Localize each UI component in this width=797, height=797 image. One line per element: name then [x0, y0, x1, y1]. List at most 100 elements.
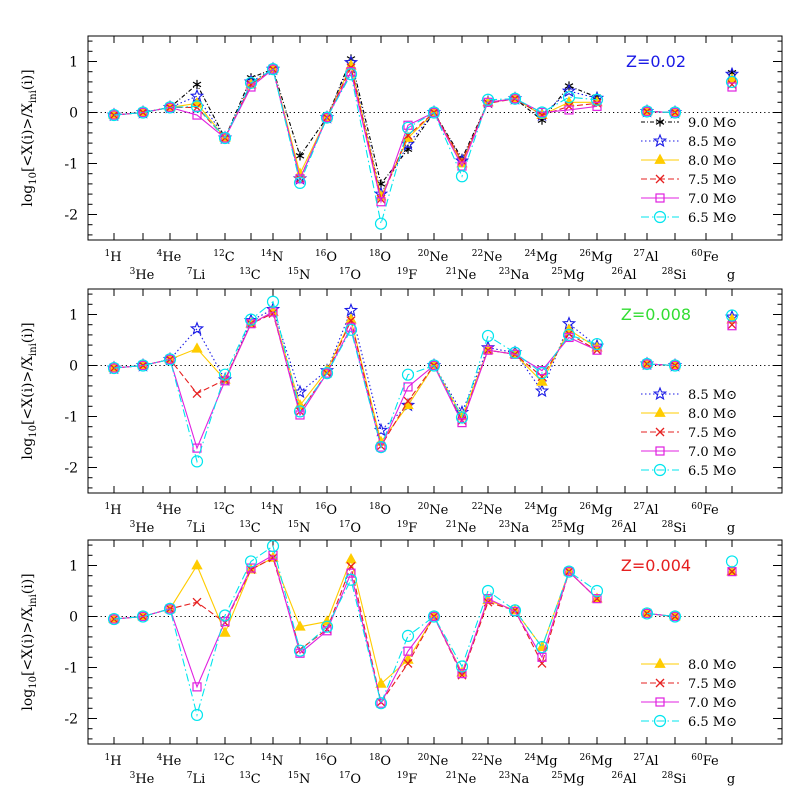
isotope-element: H: [110, 250, 121, 265]
data-point: [107, 612, 121, 626]
isotope-element: N: [272, 754, 283, 769]
isotope-element: O: [326, 250, 337, 265]
data-point: [244, 313, 258, 326]
data-point: [403, 658, 413, 668]
y-axis-label-part: ini: [28, 90, 39, 103]
isotope-mass: 27: [634, 753, 646, 763]
data-point: [564, 332, 574, 343]
isotope-element: N: [299, 772, 310, 787]
data-point: [509, 604, 521, 615]
legend-entry: 7.5 M⊙: [641, 426, 737, 441]
series-line: [646, 612, 676, 618]
isotope-mass: 21: [446, 267, 457, 277]
isotope-element: Ne: [457, 521, 476, 536]
isotope-label: 27Al: [634, 502, 659, 518]
data-point: [192, 682, 202, 692]
legend-label: 8.5 M⊙: [688, 135, 737, 150]
y-axis-label-part: ini: [28, 594, 39, 607]
legend-entry: 7.5 M⊙: [641, 173, 737, 188]
data-point: [590, 337, 604, 351]
panel-title: Z=0.008: [621, 305, 691, 324]
legend-entry: 8.5 M⊙: [641, 133, 737, 150]
isotope-mass: 24: [524, 753, 536, 763]
isotope-label: g: [727, 268, 735, 283]
data-point: [190, 100, 204, 113]
legend-entry: 8.5 M⊙: [641, 386, 737, 403]
isotope-element: Li: [192, 521, 205, 536]
isotope-mass: 19: [397, 771, 409, 781]
data-point: [165, 354, 175, 364]
isotope-label: 23Na: [499, 520, 530, 536]
isotope-label: 19F: [397, 771, 417, 787]
series-6.5-msun: [107, 540, 739, 722]
isotope-label: 13C: [239, 771, 260, 787]
legend-label: 9.0 M⊙: [688, 116, 737, 131]
isotope-mass: 23: [499, 520, 511, 530]
isotope-mass: 7: [187, 520, 193, 530]
legend-entry: 6.5 M⊙: [641, 210, 737, 226]
isotope-mass: 17: [339, 771, 351, 781]
isotope-label: 4He: [157, 753, 182, 769]
data-point: [535, 106, 549, 119]
isotope-label: 26Mg: [579, 249, 612, 265]
isotope-element: Si: [673, 772, 686, 787]
legend-marker: [655, 697, 665, 707]
isotope-label: 21Ne: [446, 520, 477, 536]
data-point: [537, 658, 547, 668]
data-point: [727, 567, 737, 577]
data-point: [268, 553, 278, 563]
data-point: [163, 353, 177, 366]
data-point: [192, 79, 202, 90]
panel-title: Z=0.02: [626, 52, 686, 71]
data-point: [218, 609, 232, 622]
series-7.5-msun: [109, 63, 737, 204]
data-point: [727, 567, 737, 577]
data-point: [403, 646, 413, 656]
data-point: [192, 102, 202, 112]
isotope-label: 18O: [369, 502, 391, 518]
isotope-element: O: [350, 772, 361, 787]
isotope-label: 19F: [397, 520, 417, 536]
isotope-label: 3He: [130, 771, 155, 787]
isotope-element: Ne: [457, 772, 476, 787]
isotope-element: Fe: [703, 754, 719, 769]
legend-marker: [655, 117, 665, 127]
data-point: [483, 345, 493, 355]
isotope-mass: 7: [187, 267, 193, 277]
data-point: [136, 610, 150, 623]
data-point: [401, 121, 415, 134]
isotope-label: 26Mg: [579, 753, 612, 769]
data-point: [427, 610, 441, 623]
data-point: [107, 361, 121, 375]
isotope-element: N: [299, 521, 310, 536]
isotope-element: N: [272, 503, 283, 518]
isotope-mass: 23: [499, 771, 511, 781]
isotope-element: O: [380, 503, 391, 518]
data-point: [295, 648, 305, 658]
isotope-mass: 4: [157, 502, 163, 512]
y-axis-label-part: (i)]: [20, 322, 36, 343]
data-point: [564, 567, 574, 577]
data-point: [429, 107, 439, 118]
data-point: [220, 133, 230, 143]
legend-marker: [655, 174, 665, 184]
data-point: [402, 131, 414, 142]
y-axis-label-part: log: [20, 185, 36, 207]
isotope-mass: 13: [239, 520, 251, 530]
isotope-element: H: [110, 754, 121, 769]
isotope-element: Ne: [483, 503, 502, 518]
isotope-label: 25Mg: [551, 771, 584, 787]
data-point: [508, 604, 522, 617]
y-axis-label-part: log: [20, 689, 36, 711]
data-point: [592, 594, 602, 604]
data-point: [725, 555, 739, 568]
isotope-element: Mg: [536, 250, 558, 265]
data-point: [455, 170, 469, 183]
isotope-mass: 25: [551, 267, 563, 277]
data-point: [483, 97, 493, 107]
isotope-label: 12C: [213, 502, 234, 518]
isotope-label: 18O: [369, 753, 391, 769]
data-point: [374, 441, 388, 454]
data-point: [668, 610, 682, 623]
